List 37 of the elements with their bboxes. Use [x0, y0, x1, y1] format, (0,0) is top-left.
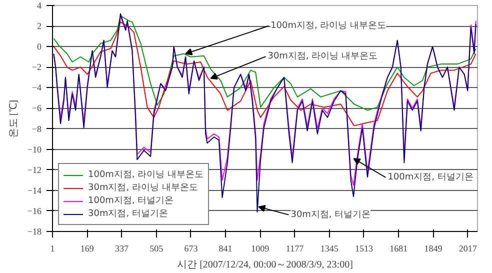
x-tick-label: 1513 — [354, 244, 374, 254]
y-tick-label: −2 — [32, 62, 42, 72]
legend-label: 30m지점, 라이닝 내부온도 — [88, 182, 198, 194]
x-tick-label: 841 — [218, 244, 232, 254]
legend-label: 100m지점, 라이닝 내부온도 — [88, 169, 204, 181]
annotation: 30m지점, 터널기온 — [290, 210, 371, 220]
line-series — [53, 15, 476, 111]
y-tick-label: −18 — [27, 226, 42, 236]
y-tick-label: −10 — [27, 144, 42, 154]
y-tick-label: −4 — [32, 82, 42, 93]
legend-label: 100m지점, 터널기온 — [88, 195, 174, 207]
x-tick-label: 2017 — [458, 244, 478, 254]
x-tick-label: 673 — [184, 244, 198, 254]
y-tick-label: −12 — [27, 164, 42, 175]
x-tick-label: 1009 — [251, 244, 270, 254]
y-tick-label: −6 — [32, 103, 42, 114]
line-series — [53, 21, 476, 126]
x-tick-label: 169 — [80, 244, 94, 254]
x-tick-label: 505 — [150, 244, 164, 254]
x-axis-title: 시간 [2007/12/24, 00:00～2008/3/9, 23:00] — [177, 260, 353, 270]
y-tick-label: −16 — [27, 206, 42, 216]
x-tick-label: 1681 — [390, 244, 408, 254]
y-axis-title: 온도 [℃] — [8, 100, 20, 138]
annotation: 100m지점, 터널기온 — [388, 172, 474, 182]
annotation: 100m지정, 라이닝 내부온도 — [270, 20, 386, 31]
x-tick-label: 1849 — [424, 244, 443, 254]
x-tick-label: 337 — [114, 244, 129, 254]
y-tick-label: −14 — [27, 185, 42, 196]
y-tick-label: −8 — [32, 124, 42, 134]
x-tick-label: 1177 — [286, 244, 304, 254]
y-tick-label: 4 — [37, 0, 42, 10]
annotation: 30m지점, 라이닝 내부온도 — [268, 52, 378, 62]
x-tick-label: 1 — [50, 244, 55, 254]
legend-label: 30m지점, 터널기온 — [88, 208, 168, 220]
y-tick-label: 2 — [37, 21, 42, 32]
y-tick-label: 0 — [37, 42, 42, 52]
x-tick-label: 1345 — [320, 244, 339, 254]
